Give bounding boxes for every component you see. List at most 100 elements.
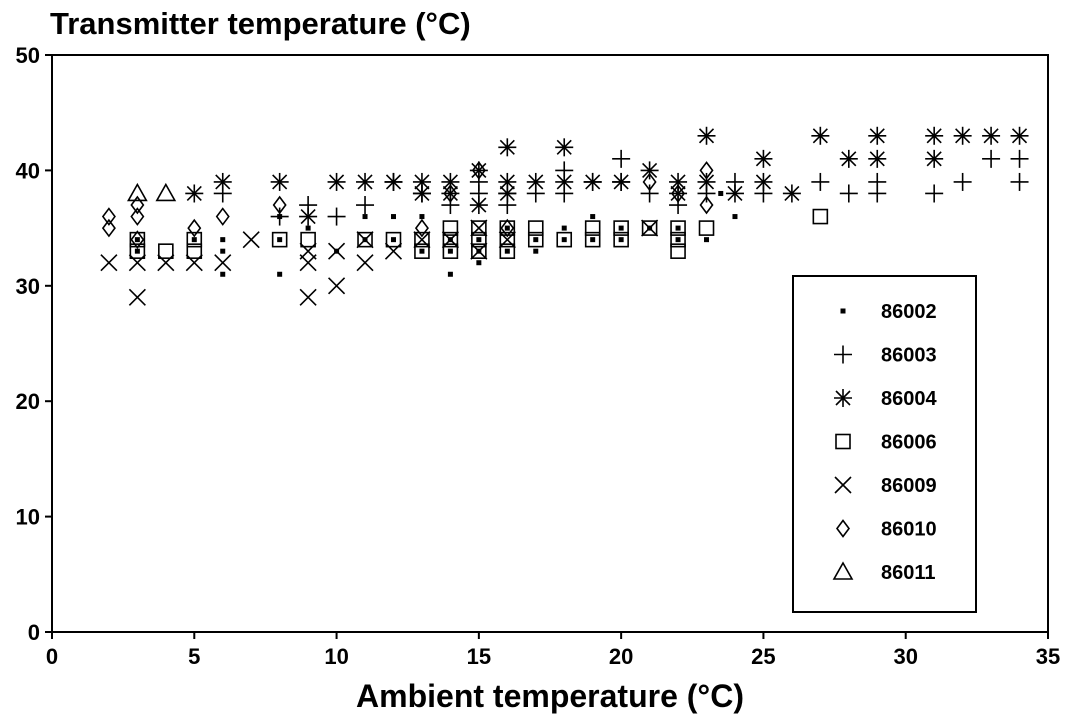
y-tick-label: 20 xyxy=(16,389,40,414)
data-point-86002 xyxy=(561,237,567,243)
data-point-86006 xyxy=(698,220,715,236)
data-point-86003 xyxy=(839,184,858,203)
data-point-86003 xyxy=(982,149,1001,168)
data-point-86006 xyxy=(527,231,544,248)
data-point-86009 xyxy=(498,231,516,249)
data-point-86004 xyxy=(356,172,375,191)
data-point-86002 xyxy=(220,237,226,243)
data-points xyxy=(100,126,1029,306)
data-point-86009 xyxy=(641,219,659,237)
data-point-86004 xyxy=(498,172,517,191)
data-point-86010 xyxy=(272,195,287,215)
x-tick-label: 30 xyxy=(893,644,917,669)
data-point-86002 xyxy=(618,225,624,231)
data-point-86009 xyxy=(185,254,203,272)
data-point-86009 xyxy=(214,254,232,272)
x-tick-label: 10 xyxy=(324,644,348,669)
data-point-86009 xyxy=(157,254,175,272)
data-point-86006 xyxy=(385,231,402,248)
legend-label-86009: 86009 xyxy=(881,475,937,497)
data-point-86002 xyxy=(533,237,539,243)
plot-frame xyxy=(51,54,1049,633)
data-point-86006 xyxy=(812,208,829,225)
data-point-86002 xyxy=(362,214,368,220)
data-point-86002 xyxy=(618,237,624,243)
legend: 86002 86003 86004 86006 86009 86010 86011 xyxy=(792,275,977,613)
data-point-86004 xyxy=(697,172,716,191)
y-tick-label: 50 xyxy=(16,43,40,68)
data-point-86004 xyxy=(185,184,204,203)
data-point-86004 xyxy=(925,126,944,145)
data-point-86004 xyxy=(868,149,887,168)
data-point-86004 xyxy=(925,149,944,168)
data-point-86009 xyxy=(328,277,346,295)
data-point-86004 xyxy=(412,184,431,203)
data-point-86003 xyxy=(270,207,289,226)
y-tick-label: 10 xyxy=(16,505,40,530)
legend-marker-86010 xyxy=(836,519,850,538)
data-point-86003 xyxy=(356,196,375,215)
data-point-86004 xyxy=(583,172,602,191)
data-point-86004 xyxy=(982,126,1001,145)
legend-marker-86009 xyxy=(834,476,852,494)
data-point-86002 xyxy=(134,237,140,243)
data-point-86006 xyxy=(129,243,146,259)
legend-label-86006: 86006 xyxy=(881,432,937,454)
data-point-86002 xyxy=(718,190,724,196)
data-point-86010 xyxy=(130,207,145,226)
data-point-86004 xyxy=(469,196,488,215)
data-point-86004 xyxy=(612,172,631,191)
data-point-86010 xyxy=(443,184,458,203)
data-point-86009 xyxy=(470,219,488,237)
y-tick-label: 40 xyxy=(16,158,40,183)
data-point-86002 xyxy=(504,248,510,254)
data-point-86010 xyxy=(471,161,486,180)
data-point-86002 xyxy=(277,271,283,277)
data-point-86006 xyxy=(300,231,316,248)
legend-marker-86004 xyxy=(834,389,852,407)
data-point-86009 xyxy=(328,242,346,260)
data-point-86010 xyxy=(414,218,429,238)
data-point-86004 xyxy=(299,207,318,226)
data-point-86003 xyxy=(327,207,346,226)
data-point-86004 xyxy=(498,184,517,203)
data-point-86004 xyxy=(555,172,574,191)
legend-label-86002: 86002 xyxy=(881,301,937,323)
data-point-86010 xyxy=(699,161,714,180)
data-point-86006 xyxy=(471,231,487,248)
data-point-86004 xyxy=(640,161,659,180)
data-point-86006 xyxy=(670,231,686,248)
data-point-86009 xyxy=(441,231,459,249)
data-point-86006 xyxy=(271,231,288,248)
data-point-86002 xyxy=(675,225,681,231)
data-point-86006 xyxy=(613,220,629,236)
data-point-86006 xyxy=(186,231,203,248)
data-point-86006 xyxy=(670,243,686,259)
data-point-86004 xyxy=(384,172,403,191)
data-point-86006 xyxy=(584,231,601,248)
data-point-86004 xyxy=(213,172,232,191)
data-point-86006 xyxy=(158,243,174,259)
data-point-86003 xyxy=(612,149,631,168)
data-point-86010 xyxy=(130,195,145,215)
data-point-86009 xyxy=(384,242,403,260)
data-point-86004 xyxy=(697,126,716,145)
data-point-86004 xyxy=(782,184,801,203)
data-point-86006 xyxy=(499,243,516,259)
data-point-86003 xyxy=(953,172,972,191)
data-point-86004 xyxy=(754,172,773,191)
axis-ticks: 0 5 10 15 20 25 30 35 0 10 20 30 40 50 xyxy=(16,43,1061,669)
data-point-86009 xyxy=(128,288,146,306)
legend-label-86011: 86011 xyxy=(881,562,936,584)
data-point-86002 xyxy=(191,237,197,243)
data-point-86002 xyxy=(277,237,283,243)
data-point-86002 xyxy=(419,214,425,220)
legend-marker-86006 xyxy=(835,433,851,450)
data-point-86006 xyxy=(641,220,658,236)
data-point-86003 xyxy=(1010,172,1029,191)
chart-title: Transmitter temperature (°C) xyxy=(50,6,471,41)
data-point-86006 xyxy=(584,220,601,236)
data-point-86006 xyxy=(414,243,430,259)
data-point-86010 xyxy=(671,184,686,203)
data-point-86004 xyxy=(725,184,744,203)
